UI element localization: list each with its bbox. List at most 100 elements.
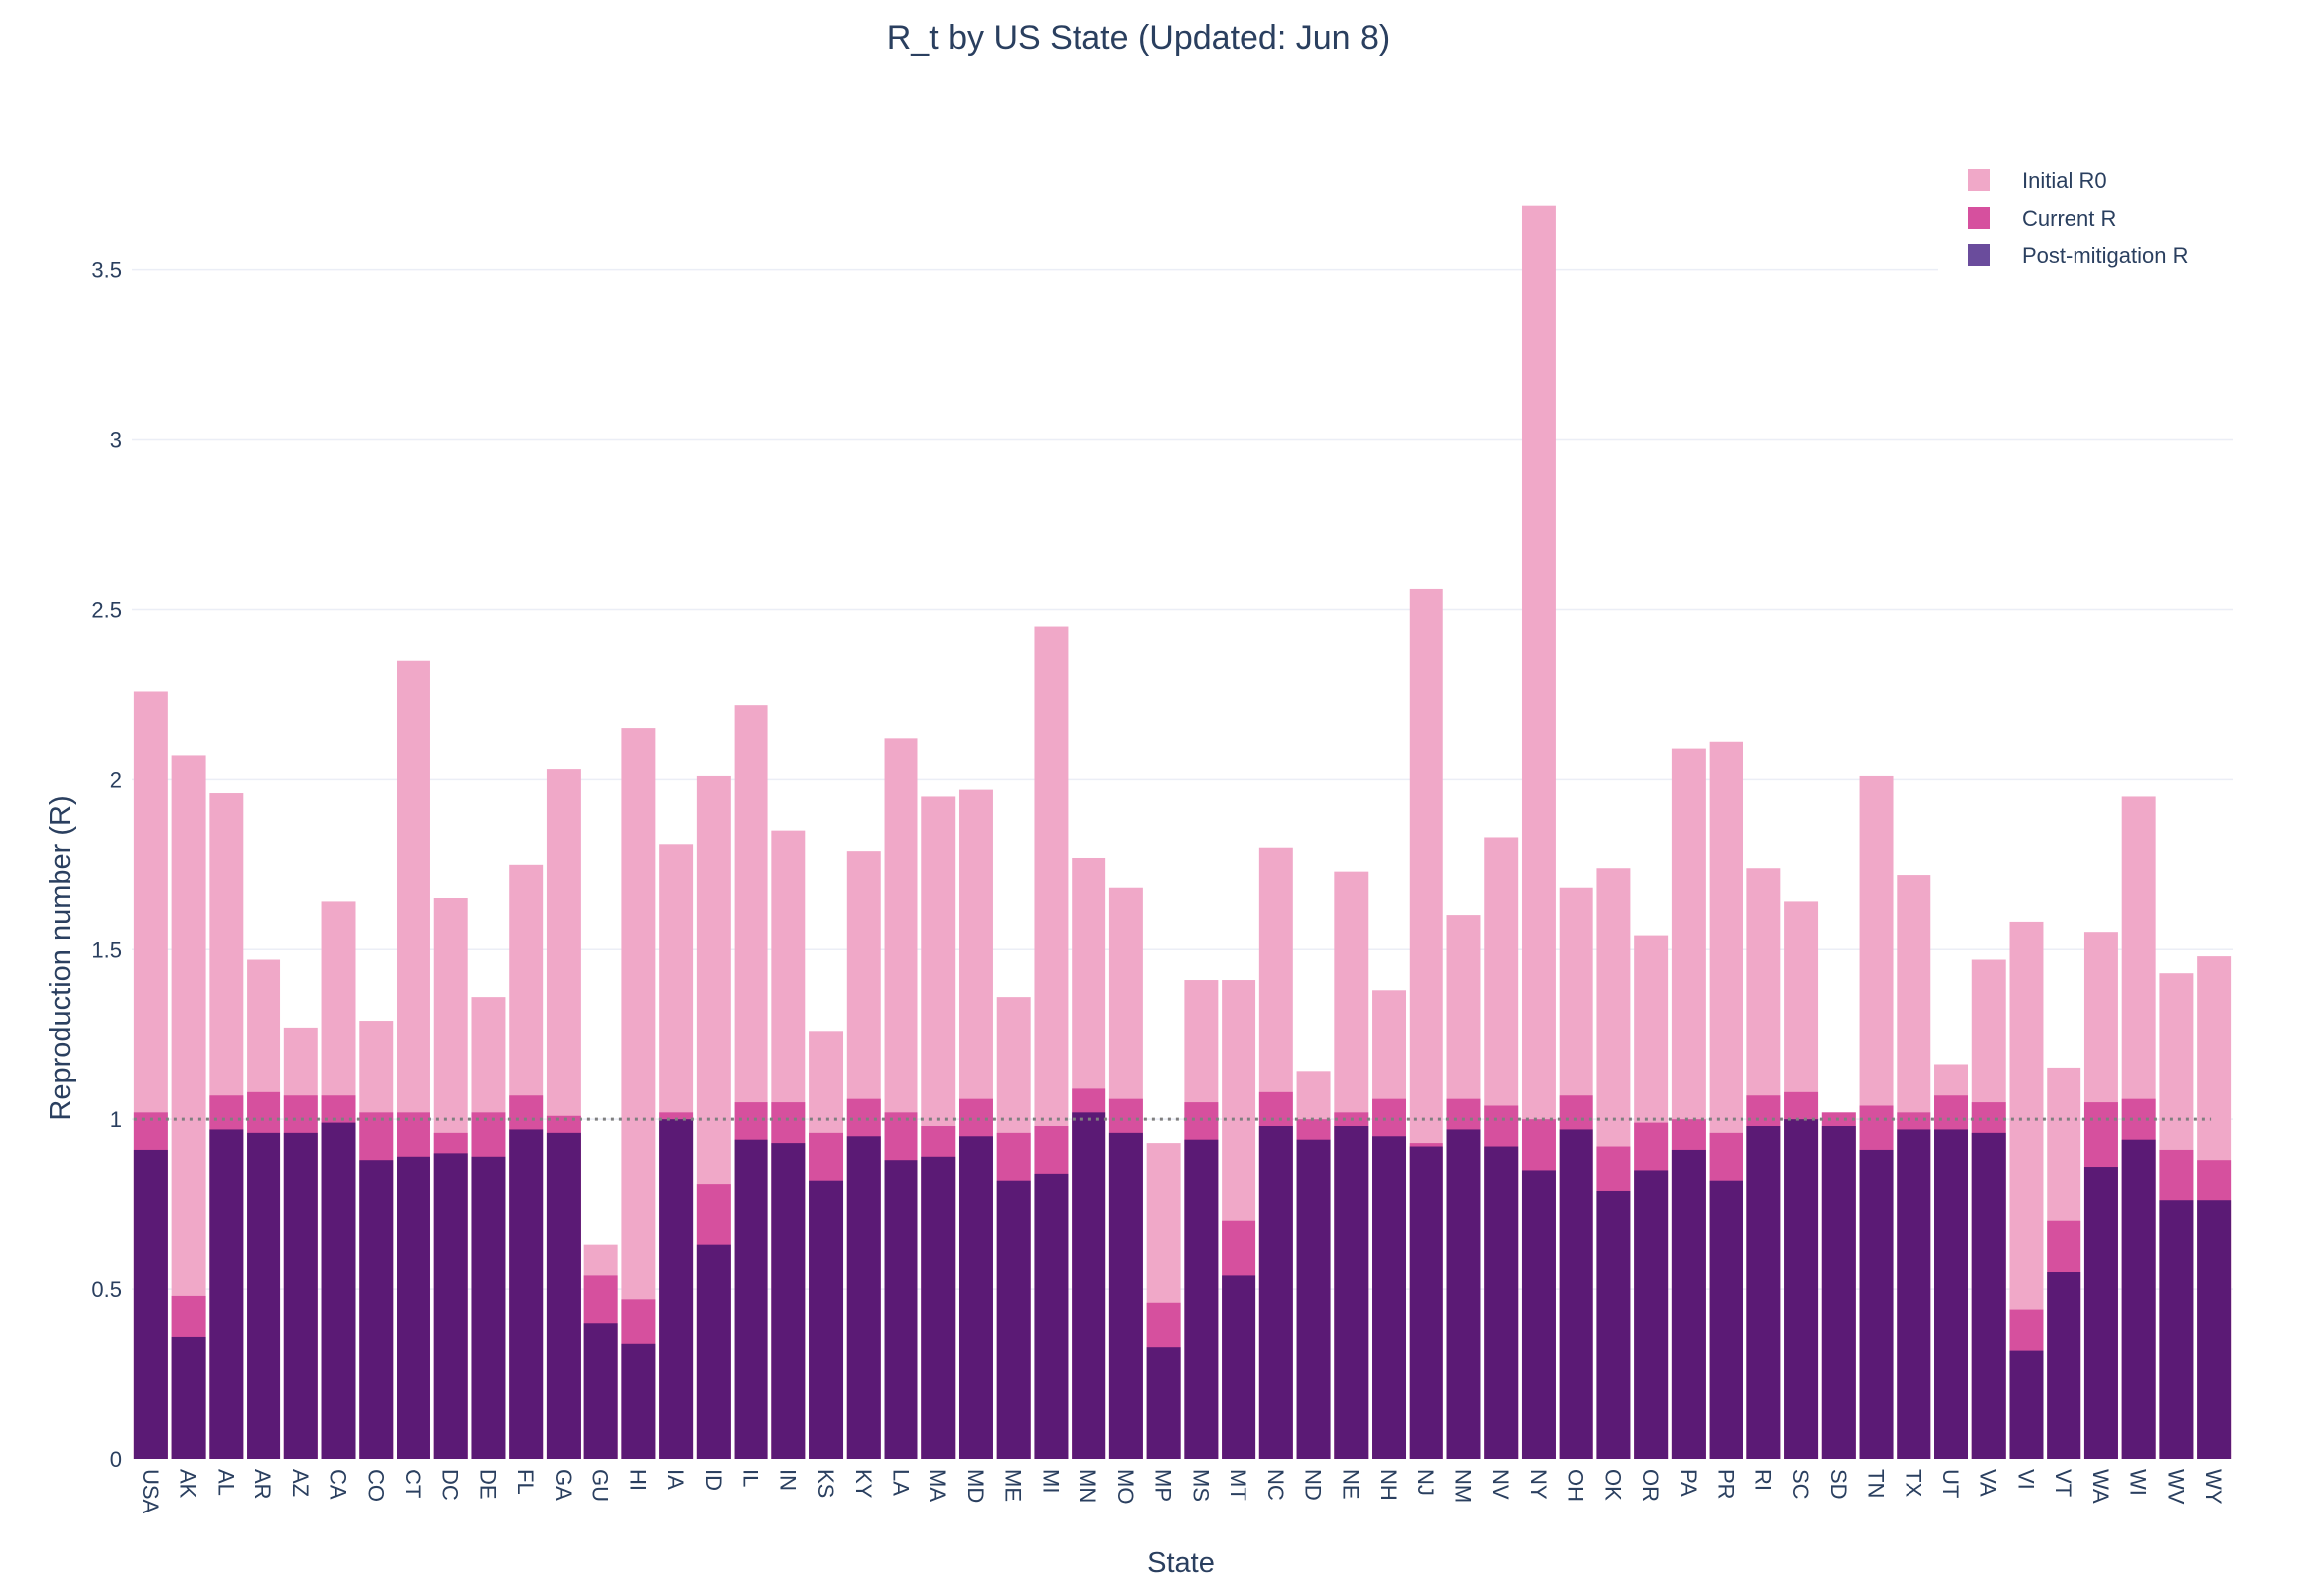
bar-mp-post-mitigation-r[interactable]	[1146, 1347, 1181, 1459]
bar-il-post-mitigation-r[interactable]	[734, 1139, 768, 1459]
bar-sd-post-mitigation-r[interactable]	[1821, 1126, 1856, 1459]
x-tick-label: MN	[1076, 1469, 1100, 1503]
bar-ne-post-mitigation-r[interactable]	[1334, 1126, 1369, 1459]
bar-ca-post-mitigation-r[interactable]	[321, 1122, 356, 1459]
legend-label: Current R	[2022, 206, 2116, 231]
bar-al-post-mitigation-r[interactable]	[209, 1129, 244, 1459]
bar-ak-post-mitigation-r[interactable]	[171, 1336, 206, 1459]
x-tick-label: AZ	[288, 1469, 313, 1497]
x-tick-label: OK	[1600, 1469, 1625, 1501]
x-tick-label: NJ	[1413, 1469, 1438, 1496]
bar-md-post-mitigation-r[interactable]	[958, 1136, 993, 1459]
bar-wi-post-mitigation-r[interactable]	[2121, 1139, 2156, 1459]
legend-label: Initial R0	[2022, 168, 2107, 193]
bar-ct-post-mitigation-r[interactable]	[397, 1156, 430, 1459]
bar-nm-post-mitigation-r[interactable]	[1446, 1129, 1481, 1459]
bar-mo-post-mitigation-r[interactable]	[1108, 1132, 1143, 1459]
legend[interactable]: Initial R0 Current R Post-mitigation R	[1938, 157, 2237, 276]
bar-la-post-mitigation-r[interactable]	[884, 1160, 918, 1459]
bar-fl-post-mitigation-r[interactable]	[509, 1129, 544, 1459]
y-axis-title: Reproduction number (R)	[45, 795, 77, 1120]
bar-in-post-mitigation-r[interactable]	[771, 1143, 806, 1459]
bar-ny-post-mitigation-r[interactable]	[1521, 1170, 1556, 1459]
y-tick-label: 3	[110, 428, 122, 453]
bar-dc-post-mitigation-r[interactable]	[433, 1153, 468, 1459]
x-tick-label: DE	[475, 1469, 500, 1500]
bar-ks-post-mitigation-r[interactable]	[809, 1180, 844, 1459]
x-tick-label: IN	[775, 1469, 800, 1491]
x-tick-label: WI	[2126, 1469, 2151, 1496]
bar-wv-post-mitigation-r[interactable]	[2159, 1200, 2194, 1459]
bar-de-post-mitigation-r[interactable]	[471, 1156, 506, 1459]
bar-gu-post-mitigation-r[interactable]	[583, 1323, 618, 1459]
bar-ok-post-mitigation-r[interactable]	[1596, 1190, 1631, 1459]
bar-hi-post-mitigation-r[interactable]	[621, 1343, 656, 1459]
bar-pr-post-mitigation-r[interactable]	[1709, 1180, 1743, 1459]
x-tick-label: USA	[138, 1469, 163, 1514]
bar-id-post-mitigation-r[interactable]	[696, 1244, 731, 1459]
x-tick-label: GU	[588, 1469, 613, 1502]
x-tick-label: KS	[813, 1469, 838, 1498]
y-tick-label: 1	[110, 1107, 122, 1132]
bar-mi-post-mitigation-r[interactable]	[1034, 1173, 1069, 1459]
legend-item-initial-r0[interactable]: Initial R0	[1968, 168, 2107, 193]
x-tick-label: VA	[1976, 1469, 2001, 1497]
legend-item-current-r[interactable]: Current R	[1968, 206, 2116, 231]
y-tick-label: 0.5	[91, 1277, 122, 1302]
legend-label: Post-mitigation R	[2022, 243, 2189, 268]
bar-tx-post-mitigation-r[interactable]	[1897, 1129, 1931, 1459]
x-tick-label: NC	[1263, 1469, 1288, 1501]
bar-ky-post-mitigation-r[interactable]	[846, 1136, 881, 1459]
bar-ri-post-mitigation-r[interactable]	[1746, 1126, 1781, 1459]
bar-usa-post-mitigation-r[interactable]	[133, 1149, 168, 1459]
bar-wy-post-mitigation-r[interactable]	[2197, 1200, 2232, 1459]
bar-or-post-mitigation-r[interactable]	[1634, 1170, 1669, 1459]
x-tick-label: FL	[513, 1469, 538, 1495]
x-tick-label: AR	[250, 1469, 275, 1500]
x-tick-label: MS	[1188, 1469, 1213, 1502]
bar-nj-post-mitigation-r[interactable]	[1409, 1146, 1443, 1459]
bar-ms-post-mitigation-r[interactable]	[1184, 1139, 1219, 1459]
x-tick-label: NY	[1526, 1469, 1551, 1500]
bar-wa-post-mitigation-r[interactable]	[2083, 1167, 2118, 1459]
bar-nd-post-mitigation-r[interactable]	[1296, 1139, 1331, 1459]
bar-mt-post-mitigation-r[interactable]	[1222, 1275, 1256, 1459]
x-tick-label: MI	[1038, 1469, 1063, 1493]
series-post-mitigation-r	[133, 1112, 2232, 1459]
x-tick-label: LA	[889, 1469, 913, 1496]
x-tick-label: WA	[2088, 1469, 2113, 1504]
bar-tn-post-mitigation-r[interactable]	[1859, 1149, 1894, 1459]
y-tick-label: 2	[110, 767, 122, 792]
legend-item-post-mitigation-r[interactable]: Post-mitigation R	[1968, 243, 2189, 268]
x-tick-label: IL	[739, 1469, 763, 1487]
bar-va-post-mitigation-r[interactable]	[1971, 1132, 2006, 1459]
bar-me-post-mitigation-r[interactable]	[996, 1180, 1031, 1459]
bar-vi-post-mitigation-r[interactable]	[2009, 1350, 2044, 1459]
x-tick-label: VT	[2051, 1469, 2075, 1497]
bar-ar-post-mitigation-r[interactable]	[247, 1132, 281, 1459]
bar-nh-post-mitigation-r[interactable]	[1372, 1136, 1407, 1459]
bar-ut-post-mitigation-r[interactable]	[1934, 1129, 1968, 1459]
bar-nc-post-mitigation-r[interactable]	[1258, 1126, 1293, 1459]
x-tick-label: ME	[1001, 1469, 1026, 1502]
x-tick-label: TN	[1864, 1469, 1889, 1498]
x-tick-label: DC	[438, 1469, 463, 1501]
x-tick-label: ID	[701, 1469, 726, 1491]
chart-title: R_t by US State (Updated: Jun 8)	[887, 19, 1390, 57]
bar-co-post-mitigation-r[interactable]	[359, 1160, 394, 1459]
bar-ia-post-mitigation-r[interactable]	[659, 1119, 694, 1459]
x-tick-label: CA	[326, 1469, 351, 1500]
bar-ga-post-mitigation-r[interactable]	[546, 1132, 581, 1459]
bar-az-post-mitigation-r[interactable]	[283, 1132, 318, 1459]
bar-vt-post-mitigation-r[interactable]	[2047, 1272, 2081, 1459]
bar-nv-post-mitigation-r[interactable]	[1484, 1146, 1519, 1459]
bar-ma-post-mitigation-r[interactable]	[921, 1156, 956, 1459]
legend-swatch	[1968, 244, 1990, 266]
x-tick-label: SC	[1788, 1469, 1813, 1500]
bar-mn-post-mitigation-r[interactable]	[1072, 1112, 1106, 1459]
x-tick-label: GA	[551, 1469, 576, 1501]
bar-oh-post-mitigation-r[interactable]	[1559, 1129, 1593, 1459]
bar-sc-post-mitigation-r[interactable]	[1784, 1119, 1819, 1459]
bar-pa-post-mitigation-r[interactable]	[1671, 1149, 1706, 1459]
x-tick-label: MD	[963, 1469, 988, 1503]
